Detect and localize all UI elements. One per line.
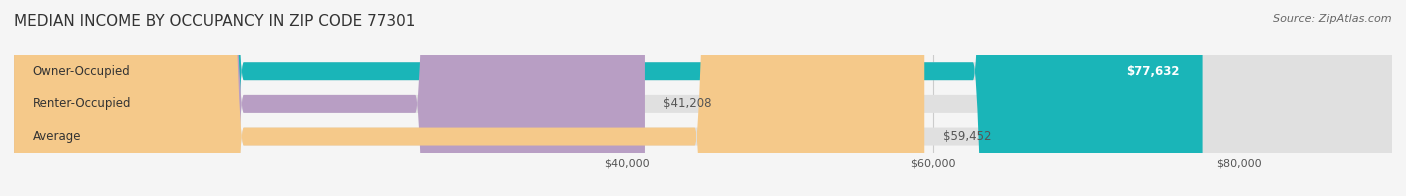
FancyBboxPatch shape: [14, 0, 924, 196]
Text: Renter-Occupied: Renter-Occupied: [32, 97, 131, 110]
Text: Source: ZipAtlas.com: Source: ZipAtlas.com: [1274, 14, 1392, 24]
FancyBboxPatch shape: [14, 0, 645, 196]
Text: Average: Average: [32, 130, 82, 143]
Text: $77,632: $77,632: [1126, 65, 1180, 78]
FancyBboxPatch shape: [14, 0, 1392, 196]
FancyBboxPatch shape: [14, 0, 1392, 196]
Text: $41,208: $41,208: [664, 97, 711, 110]
Text: $59,452: $59,452: [942, 130, 991, 143]
FancyBboxPatch shape: [14, 0, 1392, 196]
FancyBboxPatch shape: [14, 0, 1202, 196]
Text: MEDIAN INCOME BY OCCUPANCY IN ZIP CODE 77301: MEDIAN INCOME BY OCCUPANCY IN ZIP CODE 7…: [14, 14, 415, 29]
Text: Owner-Occupied: Owner-Occupied: [32, 65, 131, 78]
